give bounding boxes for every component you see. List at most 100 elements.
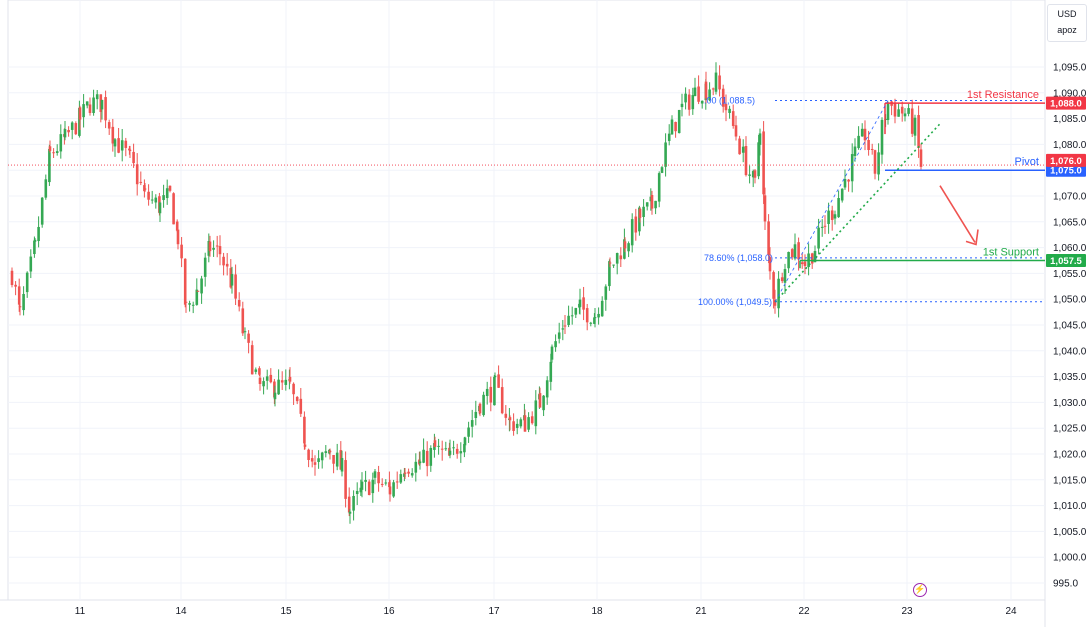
- candle-body: [299, 398, 303, 414]
- candle-body: [452, 447, 455, 449]
- candle-body: [860, 128, 864, 137]
- candle-body: [777, 278, 780, 309]
- candle-body: [638, 208, 642, 218]
- candle-body: [455, 448, 459, 454]
- candle-body: [608, 261, 611, 287]
- fib-anchor-line: [774, 100, 889, 302]
- current-price-badge-text: 1,076.0: [1050, 156, 1082, 167]
- candle-body: [117, 138, 120, 153]
- candle-body: [154, 197, 158, 203]
- candle-body: [111, 126, 115, 144]
- candle-body: [574, 307, 578, 315]
- currency-label: USD: [1057, 9, 1077, 19]
- candle-body: [627, 243, 630, 252]
- candle-body: [120, 140, 124, 151]
- candle-body: [803, 261, 807, 267]
- candle-body: [482, 394, 485, 416]
- candle-body: [459, 451, 463, 454]
- candle-body: [793, 244, 797, 259]
- candle-body: [512, 421, 515, 431]
- candle-body: [800, 262, 804, 265]
- candle-body: [527, 417, 530, 430]
- candle-body: [757, 142, 760, 177]
- candle-body: [467, 427, 470, 437]
- candle-body: [425, 450, 429, 467]
- candle-body: [258, 377, 262, 384]
- candle-body: [399, 474, 403, 483]
- candle-body: [615, 253, 619, 264]
- candle-body: [515, 423, 519, 428]
- y-tick-label: 1,025.0: [1053, 424, 1087, 435]
- candle-body: [657, 173, 661, 202]
- candle-body: [680, 103, 684, 108]
- candle-body: [557, 332, 561, 339]
- candle-body: [176, 229, 180, 245]
- candle-body: [195, 289, 199, 305]
- candle-body: [168, 185, 172, 191]
- candle-body: [433, 440, 437, 447]
- candle-body: [367, 481, 371, 496]
- candle-body: [364, 479, 367, 482]
- candle-body: [545, 380, 549, 398]
- candle-body: [237, 300, 241, 307]
- candle-body: [840, 188, 844, 201]
- candle-body: [830, 210, 834, 220]
- candle-body: [693, 87, 697, 97]
- candle-body: [873, 150, 877, 174]
- candle-body: [196, 290, 200, 292]
- candle-body: [52, 152, 55, 154]
- candle-body: [40, 197, 44, 225]
- candle-body: [143, 188, 147, 190]
- candle-body: [753, 170, 757, 178]
- candle-body: [519, 419, 523, 427]
- candle-body: [273, 392, 277, 400]
- candle-body: [578, 299, 582, 307]
- candle-body: [218, 246, 222, 255]
- candle-body: [773, 299, 777, 306]
- candle-body: [17, 286, 21, 305]
- candle-body: [359, 487, 363, 493]
- candle-body: [593, 317, 597, 319]
- y-tick-label: 1,055.0: [1053, 269, 1087, 280]
- lightning-icon[interactable]: ⚡: [913, 583, 927, 597]
- candle-body: [597, 313, 600, 318]
- candle-body: [175, 221, 179, 231]
- candle-body: [407, 471, 410, 474]
- candle-body: [691, 95, 695, 110]
- resistance-label: 1st Resistance: [967, 89, 1039, 101]
- candle-body: [534, 400, 538, 427]
- candle-body: [900, 106, 904, 114]
- candle-body: [139, 181, 143, 183]
- candle-body: [410, 473, 414, 476]
- candle-body: [37, 226, 40, 242]
- candle-body: [623, 239, 626, 259]
- candle-body: [25, 272, 29, 293]
- candle-body: [395, 481, 399, 483]
- candle-body: [582, 297, 585, 310]
- candle-body: [650, 195, 654, 209]
- candle-body: [600, 300, 604, 317]
- current-price-badge-bg: [1046, 153, 1086, 167]
- candle-body: [14, 284, 17, 287]
- candle-body: [403, 472, 407, 474]
- candle-body: [70, 122, 74, 130]
- candle-body: [608, 262, 612, 264]
- candle-body: [612, 264, 615, 266]
- candle-body: [634, 216, 638, 233]
- candle-body: [269, 374, 273, 383]
- candle-body: [377, 472, 380, 484]
- candle-body: [549, 361, 553, 382]
- candle-body: [585, 308, 589, 323]
- y-tick-label: 1,050.0: [1053, 295, 1087, 306]
- candle-body: [724, 103, 728, 111]
- candle-body: [360, 481, 364, 490]
- candle-body: [917, 115, 920, 148]
- candle-body: [310, 458, 314, 462]
- candle-body: [162, 195, 165, 201]
- candle-body: [258, 368, 261, 375]
- candle-body: [273, 381, 276, 398]
- candle-body: [380, 483, 384, 485]
- y-tick-label: 1,090.0: [1053, 88, 1087, 99]
- price-scale-header[interactable]: USD apoz: [1047, 4, 1087, 42]
